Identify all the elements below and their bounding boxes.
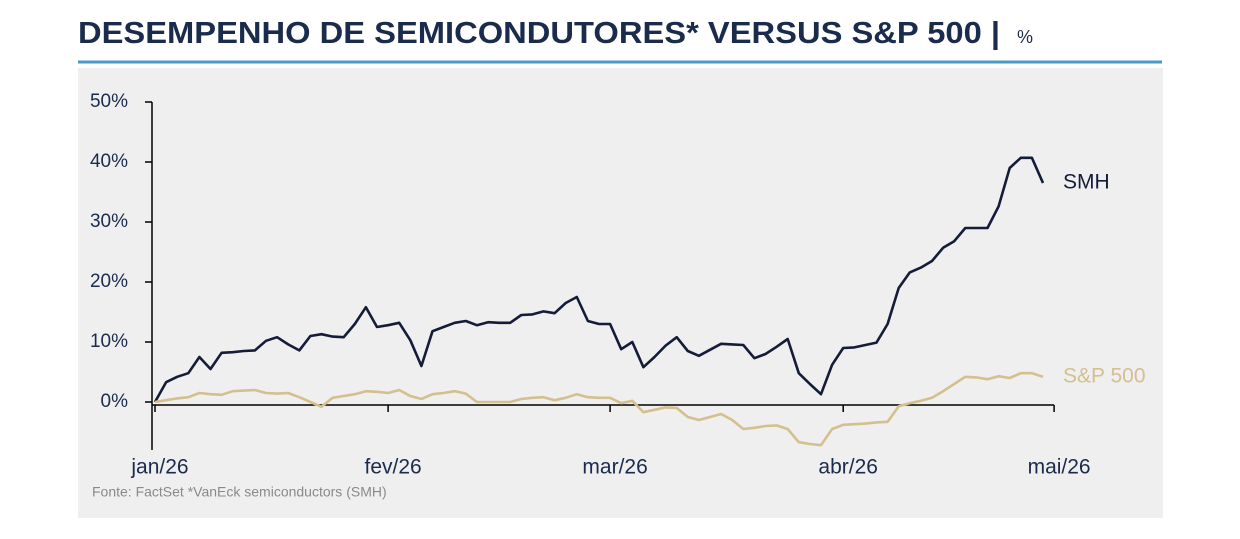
chart-title: DESEMPENHO DE SEMICONDUTORES* VERSUS S&P…	[78, 15, 1000, 50]
plot-panel	[78, 68, 1163, 518]
y-tick-label: 10%	[90, 331, 128, 352]
series-label: S&P 500	[1063, 364, 1146, 387]
x-tick-label: fev/26	[364, 456, 421, 479]
y-tick-label: 50%	[90, 91, 128, 112]
x-tick-label: jan/26	[130, 456, 188, 479]
x-tick-label: abr/26	[818, 456, 878, 479]
series-line	[153, 156, 1045, 403]
y-tick-label: 40%	[90, 151, 128, 172]
x-tick-label: mai/26	[1028, 456, 1091, 479]
y-tick-label: 20%	[90, 271, 128, 292]
series-label: SMH	[1063, 171, 1110, 194]
y-tick-label: 0%	[101, 391, 129, 412]
chart-subtitle: %	[1017, 27, 1033, 47]
source-note: Fonte: FactSet *VanEck semiconductors (S…	[92, 484, 387, 500]
series-line	[154, 371, 1044, 447]
x-tick-label: mar/26	[582, 456, 647, 479]
y-tick-label: 30%	[90, 211, 128, 232]
